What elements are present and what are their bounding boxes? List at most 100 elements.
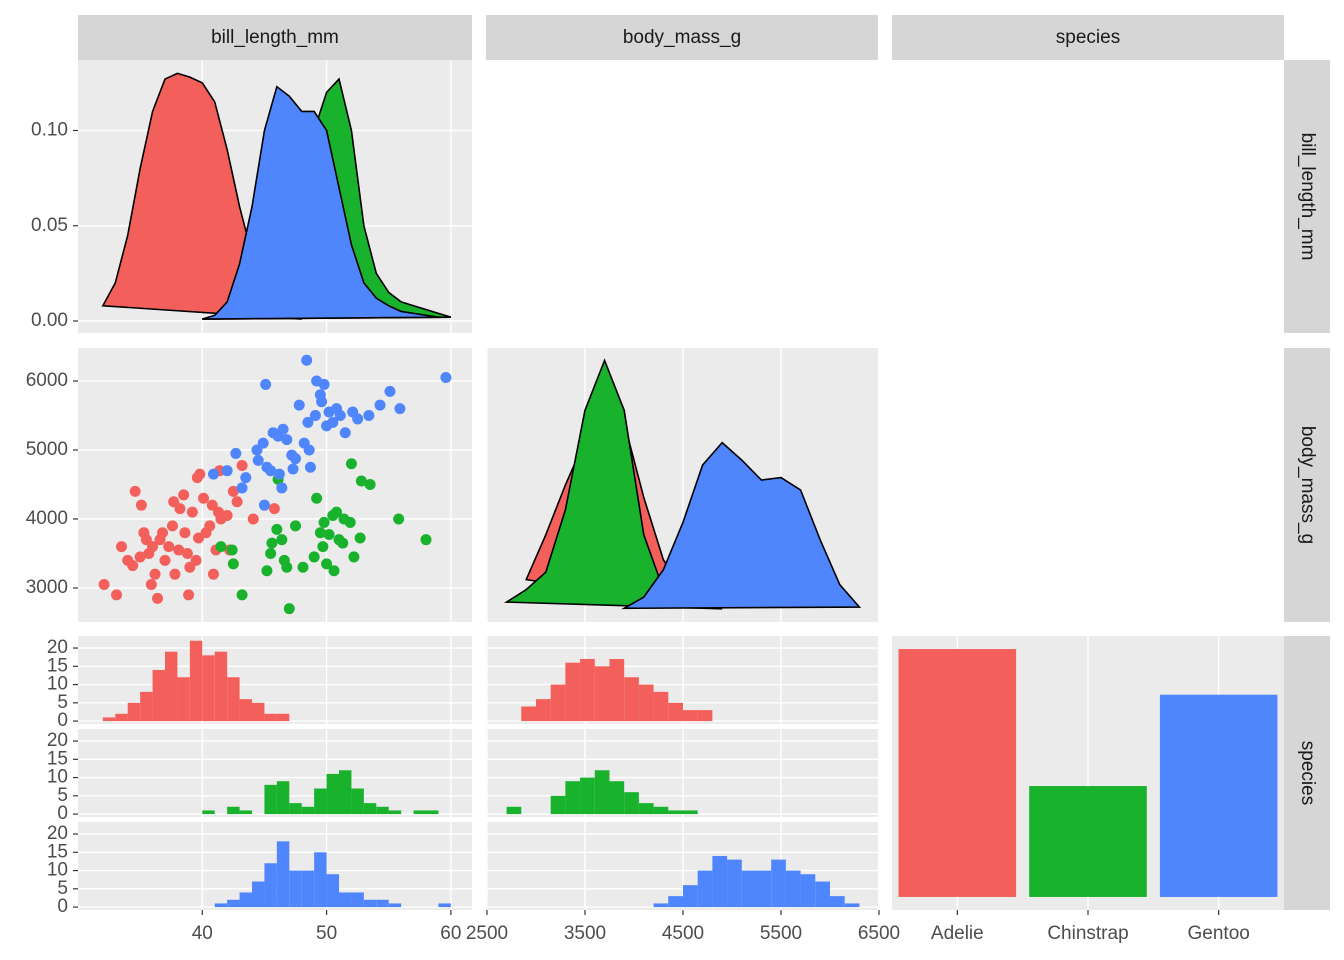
x-tick-label: 3500 bbox=[564, 923, 606, 944]
histogram-bar bbox=[314, 852, 327, 908]
point bbox=[297, 561, 309, 573]
y-tick-label: 10 bbox=[47, 674, 68, 695]
point bbox=[314, 527, 326, 539]
histogram-bar bbox=[727, 859, 742, 908]
point bbox=[227, 558, 239, 570]
histogram-bar bbox=[152, 669, 166, 722]
row-strip bbox=[1284, 60, 1330, 333]
point bbox=[276, 534, 288, 546]
density-area bbox=[621, 441, 862, 610]
histogram-bar bbox=[668, 702, 683, 722]
point bbox=[179, 527, 191, 539]
histogram-bar bbox=[289, 803, 302, 815]
histogram-bar bbox=[741, 870, 757, 908]
point bbox=[311, 375, 323, 387]
point bbox=[204, 520, 216, 532]
point bbox=[240, 472, 252, 484]
y-tick-label: 20 bbox=[47, 730, 68, 751]
histogram-bar bbox=[301, 806, 315, 815]
point bbox=[287, 463, 299, 475]
point bbox=[221, 510, 233, 522]
histogram-bar bbox=[351, 892, 364, 908]
histogram-bar bbox=[227, 899, 240, 908]
histogram-bar bbox=[115, 713, 128, 722]
histogram-bar bbox=[376, 806, 389, 815]
point bbox=[393, 513, 405, 525]
y-tick-label: 6000 bbox=[26, 370, 68, 391]
histogram-bar bbox=[351, 788, 364, 815]
point bbox=[265, 547, 277, 559]
point bbox=[98, 579, 110, 591]
histogram-bar bbox=[388, 810, 402, 815]
point bbox=[129, 485, 141, 497]
histogram-bar bbox=[413, 810, 427, 815]
point bbox=[327, 416, 339, 428]
point bbox=[258, 499, 270, 511]
y-tick-label: 0 bbox=[57, 710, 68, 731]
point bbox=[268, 503, 280, 515]
histogram-bar bbox=[326, 773, 340, 815]
bar bbox=[1029, 786, 1147, 897]
point bbox=[149, 568, 161, 580]
point bbox=[303, 444, 315, 456]
strip-label: bill_length_mm bbox=[211, 27, 339, 48]
point bbox=[194, 468, 206, 480]
panel-background bbox=[486, 729, 878, 817]
y-tick-label: 0.05 bbox=[31, 215, 68, 236]
point bbox=[354, 532, 366, 544]
x-tick-label: 60 bbox=[440, 923, 461, 944]
point bbox=[363, 409, 375, 421]
point bbox=[348, 551, 360, 563]
point bbox=[334, 409, 346, 421]
point bbox=[352, 413, 364, 425]
point bbox=[311, 492, 323, 504]
histogram-bar bbox=[580, 659, 595, 722]
histogram-bar bbox=[697, 710, 713, 722]
strip-label: bill_length_mm bbox=[1297, 133, 1318, 261]
point bbox=[276, 482, 288, 494]
point bbox=[152, 592, 164, 604]
histogram-bar bbox=[214, 903, 228, 908]
point bbox=[157, 527, 169, 539]
point bbox=[261, 565, 273, 577]
histogram-bar bbox=[227, 677, 240, 722]
y-tick-label: 15 bbox=[47, 748, 68, 769]
histogram-bar bbox=[844, 903, 860, 908]
histogram-bar bbox=[785, 870, 801, 908]
histogram-bar bbox=[609, 659, 625, 722]
panel-background bbox=[78, 348, 472, 622]
histogram-bar bbox=[438, 903, 451, 908]
point bbox=[321, 558, 333, 570]
bar bbox=[1159, 694, 1278, 897]
point bbox=[309, 409, 321, 421]
point bbox=[374, 399, 386, 411]
histogram-bar bbox=[829, 896, 845, 908]
point bbox=[394, 403, 406, 415]
histogram-bar bbox=[202, 810, 215, 815]
point bbox=[181, 547, 193, 559]
histogram-bar bbox=[202, 655, 215, 722]
histogram-bar bbox=[127, 702, 141, 722]
point bbox=[135, 499, 147, 511]
histogram-bar bbox=[638, 803, 654, 815]
histogram-bar bbox=[565, 781, 581, 815]
histogram-bar bbox=[276, 841, 290, 908]
y-tick-label: 0 bbox=[57, 803, 68, 824]
point bbox=[168, 496, 180, 508]
histogram-bar bbox=[594, 666, 610, 722]
point bbox=[134, 551, 146, 563]
strip-label: body_mass_g bbox=[1297, 426, 1318, 544]
histogram-bar bbox=[239, 810, 253, 815]
point bbox=[328, 565, 340, 577]
y-tick-label: 15 bbox=[47, 841, 68, 862]
y-tick-label: 0.10 bbox=[31, 120, 68, 141]
strip-label: species bbox=[1056, 27, 1120, 48]
histogram-bar bbox=[239, 892, 253, 908]
y-tick-label: 0.00 bbox=[31, 310, 68, 331]
point bbox=[265, 465, 277, 477]
strip-label: species bbox=[1297, 741, 1318, 805]
point bbox=[166, 520, 178, 532]
point bbox=[317, 541, 329, 553]
x-tick-label: 6500 bbox=[858, 923, 900, 944]
